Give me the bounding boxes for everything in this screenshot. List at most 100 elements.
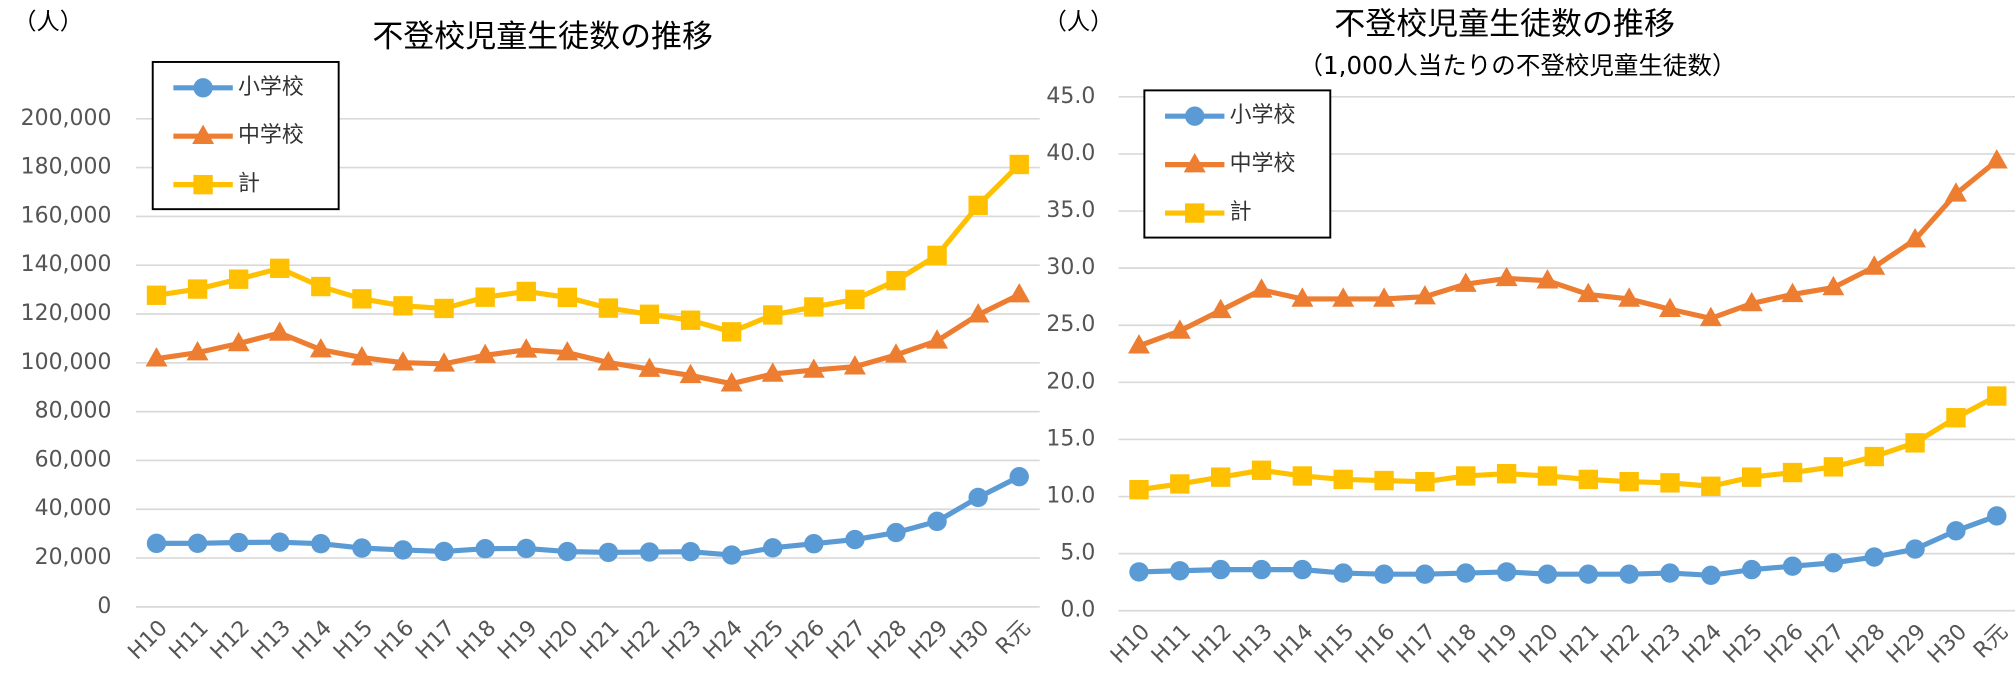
marker: [1415, 472, 1435, 492]
x-tick-label: H14: [288, 616, 337, 665]
y-unit-label: （人）: [13, 9, 83, 36]
y-tick-label: 0.0: [1060, 598, 1095, 623]
x-tick-label: H10: [1106, 620, 1155, 669]
marker: [968, 195, 988, 216]
marker: [1985, 149, 2008, 169]
marker: [311, 534, 331, 554]
marker: [1864, 547, 1884, 567]
marker: [598, 298, 619, 318]
x-tick-label: H17: [411, 616, 460, 665]
marker: [193, 174, 213, 195]
marker: [1822, 275, 1845, 296]
marker: [516, 538, 536, 559]
y-tick-label: 160,000: [21, 203, 112, 228]
y-tick-label: 40,000: [35, 496, 112, 521]
marker: [192, 124, 215, 144]
x-tick-label: H24: [699, 616, 748, 665]
marker: [639, 542, 660, 562]
marker: [1742, 559, 1762, 580]
marker: [1823, 457, 1844, 477]
marker: [1987, 386, 2007, 406]
marker: [1782, 556, 1803, 576]
marker: [268, 321, 291, 341]
marker: [393, 540, 413, 560]
marker: [187, 279, 208, 299]
marker: [845, 289, 865, 310]
y-tick-label: 60,000: [35, 447, 112, 472]
marker: [1129, 479, 1149, 500]
marker: [1127, 334, 1150, 354]
marker: [1946, 521, 1966, 541]
marker: [193, 78, 213, 98]
marker: [1251, 559, 1272, 580]
y-tick-label: 200,000: [21, 106, 112, 131]
marker: [1210, 559, 1231, 580]
marker: [1129, 562, 1149, 582]
marker: [352, 289, 372, 309]
x-tick-label: H29: [1882, 620, 1931, 669]
x-tick-label: H12: [1188, 620, 1237, 669]
x-tick-label: H28: [1841, 620, 1890, 669]
y-tick-label: 100,000: [21, 350, 112, 375]
marker: [1333, 469, 1353, 490]
marker: [145, 347, 168, 367]
marker: [721, 322, 742, 342]
marker: [1251, 460, 1272, 480]
x-tick-label: H22: [617, 616, 666, 665]
marker: [886, 522, 906, 543]
marker: [475, 539, 495, 559]
marker: [1333, 563, 1353, 583]
marker: [639, 304, 660, 324]
x-tick-label: H23: [658, 616, 707, 665]
marker: [1210, 467, 1231, 487]
marker: [804, 534, 824, 554]
marker: [1496, 562, 1517, 582]
x-tick-label: H23: [1637, 620, 1686, 669]
marker: [967, 303, 990, 323]
y-tick-label: 45.0: [1046, 84, 1095, 109]
marker: [1782, 462, 1803, 483]
marker: [1373, 287, 1396, 307]
marker: [1292, 466, 1313, 486]
series-line: [156, 292, 1021, 387]
y-tick-label: 40.0: [1046, 141, 1095, 166]
marker: [638, 357, 661, 377]
marker: [515, 338, 538, 358]
marker: [350, 345, 373, 366]
marker: [1578, 469, 1598, 490]
x-tick-label: H19: [1474, 620, 1523, 669]
marker: [516, 281, 536, 302]
marker: [1495, 266, 1518, 287]
marker: [1415, 564, 1435, 584]
chart-title: 不登校児童生徒数の推移: [372, 19, 713, 55]
marker: [802, 358, 825, 378]
series-line: [1138, 158, 1999, 349]
x-tick-label: H17: [1392, 620, 1441, 669]
marker: [1009, 466, 1029, 487]
marker: [1168, 319, 1191, 339]
marker: [557, 541, 578, 562]
marker: [1823, 553, 1844, 573]
marker: [1944, 182, 1967, 202]
x-tick-label: H22: [1596, 620, 1645, 669]
marker: [557, 287, 578, 308]
marker: [597, 350, 620, 371]
y-tick-label: 25.0: [1046, 312, 1095, 337]
y-tick-label: 180,000: [21, 155, 112, 180]
marker: [311, 276, 331, 297]
x-tick-label: H10: [124, 616, 173, 665]
series-line: [156, 474, 1021, 558]
marker: [1619, 564, 1639, 584]
marker: [475, 287, 495, 307]
y-tick-label: 120,000: [21, 301, 112, 326]
legend-label: 中学校: [1230, 152, 1296, 177]
x-tick-label: H12: [206, 616, 255, 665]
marker: [228, 269, 249, 289]
marker: [1292, 559, 1313, 580]
marker: [1456, 563, 1476, 583]
marker: [1742, 467, 1762, 487]
marker: [968, 487, 988, 508]
x-tick-label: H26: [1760, 620, 1809, 669]
x-tick-label: H11: [165, 616, 214, 665]
